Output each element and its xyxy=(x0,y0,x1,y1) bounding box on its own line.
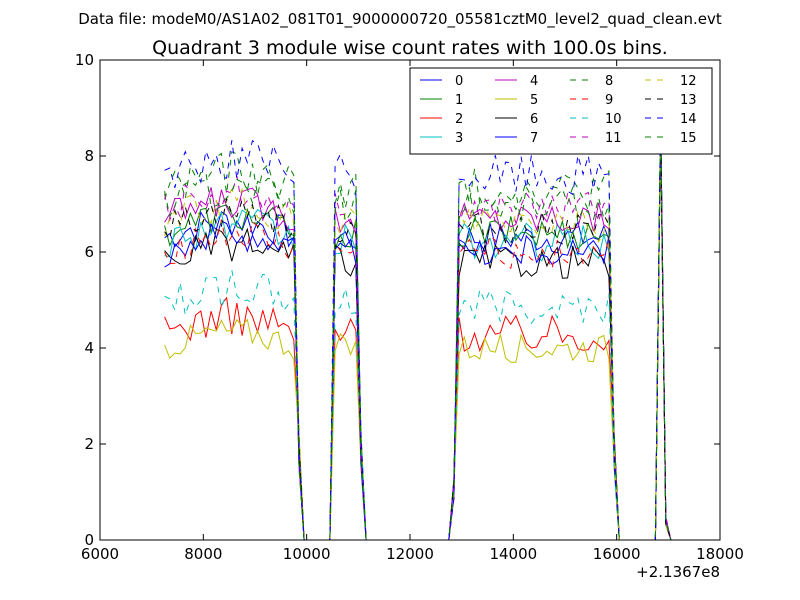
legend-label-12: 12 xyxy=(680,74,697,89)
series-line-4 xyxy=(164,122,672,540)
legend-label-10: 10 xyxy=(605,112,622,127)
series-line-13 xyxy=(164,127,672,540)
series-line-12 xyxy=(164,127,672,540)
x-tick-label: 14000 xyxy=(489,545,537,563)
series-line-3 xyxy=(164,127,672,540)
legend-label-14: 14 xyxy=(680,112,697,127)
figure-suptitle: Data file: modeM0/AS1A02_081T01_90000007… xyxy=(78,10,722,29)
series-line-8 xyxy=(164,112,672,540)
x-tick-label: 16000 xyxy=(593,545,641,563)
x-tick-label: 8000 xyxy=(184,545,222,563)
series-line-7 xyxy=(164,112,672,540)
series-layer xyxy=(164,112,672,540)
legend-label-2: 2 xyxy=(455,112,463,127)
y-tick-label: 6 xyxy=(84,243,94,261)
series-line-1 xyxy=(164,117,672,540)
legend-box xyxy=(409,67,713,155)
series-line-15 xyxy=(164,117,672,540)
legend-label-13: 13 xyxy=(680,93,697,108)
y-tick-label: 2 xyxy=(84,435,94,453)
y-tick-label: 4 xyxy=(84,339,94,357)
series-line-5 xyxy=(164,136,672,540)
x-tick-label: 6000 xyxy=(81,545,119,563)
series-line-2 xyxy=(164,131,672,540)
legend-label-1: 1 xyxy=(455,93,463,108)
legend-label-0: 0 xyxy=(455,74,463,89)
series-line-9 xyxy=(164,127,672,540)
series-line-14 xyxy=(164,112,672,540)
legend-label-7: 7 xyxy=(530,131,538,146)
legend-label-9: 9 xyxy=(605,93,613,108)
series-line-11 xyxy=(164,122,672,540)
x-tick-label: 18000 xyxy=(696,545,744,563)
x-offset-label: +2.1367e8 xyxy=(636,563,720,581)
series-line-10 xyxy=(164,131,672,540)
legend-label-6: 6 xyxy=(530,112,538,127)
legend-label-5: 5 xyxy=(530,93,538,108)
legend-label-8: 8 xyxy=(605,74,613,89)
legend-label-4: 4 xyxy=(530,74,538,89)
series-line-6 xyxy=(164,127,672,540)
legend-label-15: 15 xyxy=(680,131,697,146)
legend-label-11: 11 xyxy=(605,131,622,146)
chart-title: Quadrant 3 module wise count rates with … xyxy=(152,37,668,59)
x-tick-label: 12000 xyxy=(386,545,434,563)
x-tick-label: 10000 xyxy=(283,545,331,563)
y-tick-label: 0 xyxy=(84,531,94,549)
legend-label-3: 3 xyxy=(455,131,463,146)
y-tick-label: 10 xyxy=(75,51,94,69)
y-tick-label: 8 xyxy=(84,147,94,165)
